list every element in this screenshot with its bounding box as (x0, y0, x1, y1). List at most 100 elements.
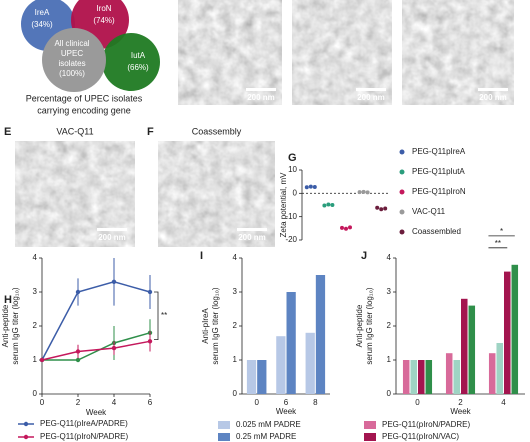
venn-label: IroN (96, 4, 111, 13)
y-tick-label: 0 (233, 389, 238, 398)
panel-title: Coassembly (192, 126, 242, 136)
bar (453, 360, 460, 394)
legend-label: 0.25 mM PADRE (236, 432, 296, 441)
dot (340, 225, 344, 230)
x-axis-title: Week (450, 407, 471, 416)
legend-swatch (399, 189, 405, 195)
legend-swatch (23, 421, 29, 427)
scale-bar-label: 200 nm (98, 233, 126, 242)
point (39, 357, 45, 363)
point (75, 357, 81, 363)
bar (511, 264, 519, 394)
y-tick-label: 1 (33, 355, 38, 364)
bar (410, 360, 417, 394)
bar (496, 343, 503, 394)
venn-value: (66%) (127, 63, 149, 72)
x-tick-label: 4 (112, 398, 117, 407)
legend-label: PEG-Q11(pIroN/PADRE) (382, 420, 471, 429)
bar (246, 360, 257, 394)
bar (286, 292, 296, 394)
micrograph (158, 141, 275, 247)
micrograph (402, 0, 514, 105)
y-tick-label: 3 (33, 287, 38, 296)
scale-bar (237, 228, 267, 231)
bar (315, 275, 326, 394)
venn-value: (74%) (93, 16, 115, 25)
panel-letter: H (4, 294, 12, 306)
x-tick-label: 6 (284, 398, 289, 407)
y-tick-label: 0 (293, 188, 298, 197)
scale-bar-label: 200 nm (479, 93, 507, 102)
line (42, 332, 151, 361)
line (41, 281, 151, 361)
dot (348, 225, 352, 230)
bar (276, 336, 286, 394)
scale-bar-label: 200 nm (238, 233, 266, 242)
legend-label: PEG-Q11(pIroN/VAC) (382, 432, 459, 441)
micrograph (15, 141, 135, 247)
x-tick-label: 0 (254, 398, 259, 407)
y-axis-title: Zeta potential, mV (279, 172, 288, 238)
panel-title: VAC-Q11 (56, 126, 93, 136)
legend-label: PEG-Q11pIreA (412, 147, 466, 156)
annotation: * (500, 227, 503, 236)
dot (357, 190, 362, 195)
dot (361, 189, 366, 194)
y-tick-label: 2 (233, 321, 238, 330)
micrograph (178, 0, 282, 105)
point (147, 339, 153, 344)
caption: Percentage of UPEC isolates (26, 93, 143, 103)
legend-label: PEG-Q11pIroN (412, 187, 466, 196)
y-tick-label: 1 (233, 355, 238, 364)
x-tick-label: 2 (458, 398, 463, 407)
panel-letter: J (361, 250, 367, 262)
y-axis-title: Anti-peptide (355, 304, 364, 347)
y-axis-title: Anti-peptide (1, 304, 10, 347)
legend-swatch (399, 169, 405, 175)
venn-label: IutA (131, 51, 146, 60)
panel-letter: F (147, 126, 154, 138)
scale-bar-label: 200 nm (357, 93, 385, 102)
dot (344, 226, 348, 231)
dot (326, 202, 331, 207)
legend-swatch (399, 149, 405, 155)
bar (402, 360, 410, 394)
scale-bar (478, 88, 508, 91)
venn-value: (34%) (31, 20, 53, 29)
dot (330, 203, 335, 207)
legend-label: PEG-Q11(pIreA/PADRE) (40, 419, 128, 428)
legend-swatch (364, 421, 376, 429)
panel-letter: G (288, 152, 297, 164)
significance-bracket (154, 291, 159, 340)
x-axis-title: Week (276, 407, 297, 416)
bar (257, 360, 267, 394)
y-tick-label: 0 (33, 389, 38, 398)
bar (445, 353, 453, 394)
y-tick-label: 1 (387, 355, 392, 364)
legend-swatch (218, 421, 230, 429)
venn-center-label: UPEC (61, 49, 83, 58)
caption: carrying encoding gene (37, 105, 131, 115)
x-axis-title: Week (86, 408, 107, 417)
venn-center-label: All clinical (54, 39, 89, 48)
point (75, 289, 81, 295)
point (75, 349, 81, 354)
venn-center-label: isolates (58, 59, 85, 68)
y-axis-title: serum IgG titer (log₁₀) (211, 287, 220, 364)
dot (375, 205, 380, 210)
scale-bar (246, 88, 276, 91)
x-tick-label: 2 (76, 398, 81, 407)
x-tick-label: 8 (313, 398, 318, 407)
y-tick-label: 4 (387, 253, 392, 262)
y-tick-label: -20 (285, 235, 297, 244)
y-tick-label: -10 (285, 212, 297, 221)
point (147, 289, 153, 295)
y-tick-label: 4 (33, 253, 38, 262)
legend-label: PEG-Q11pIutA (412, 167, 465, 176)
y-tick-label: 0 (387, 389, 392, 398)
y-tick-label: 2 (33, 321, 38, 330)
annotation: ** (161, 311, 167, 320)
dot (379, 207, 384, 212)
venn-circle (102, 33, 160, 91)
y-tick-label: 2 (387, 321, 392, 330)
